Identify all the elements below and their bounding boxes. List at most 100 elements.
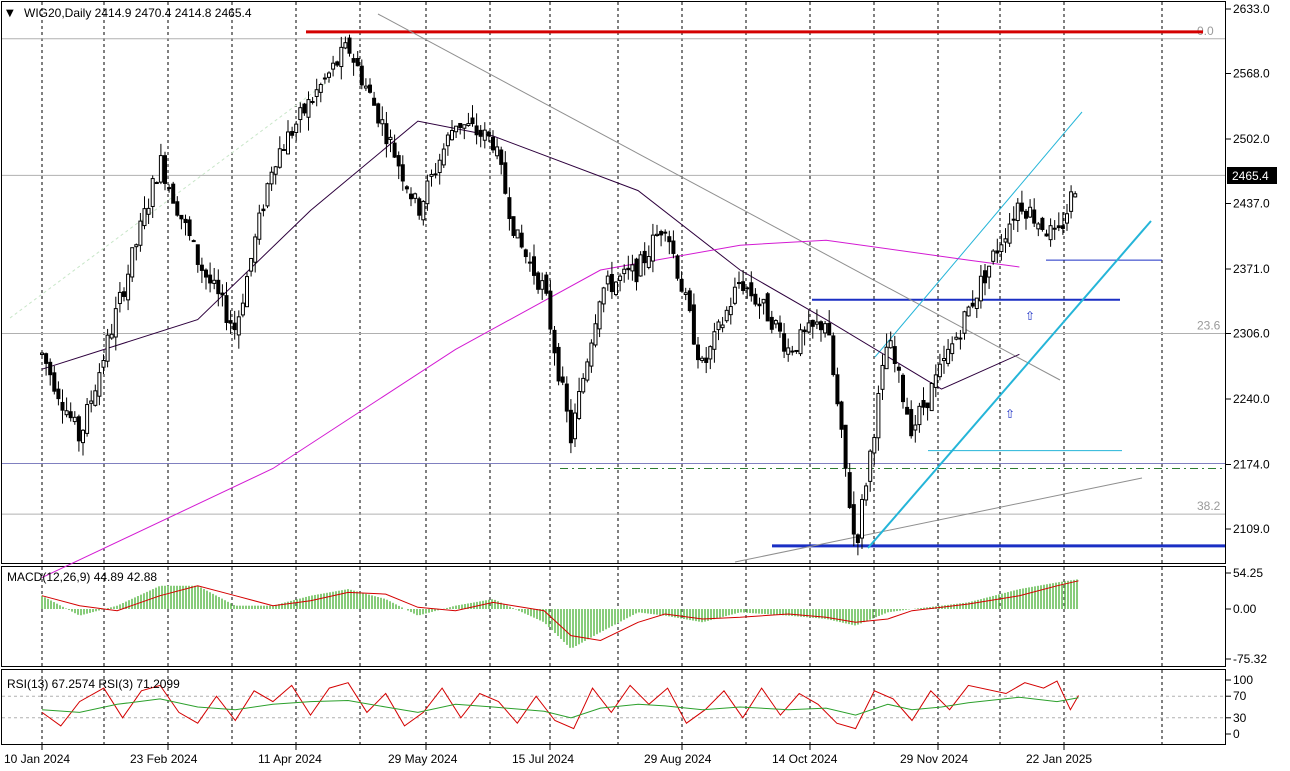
price-candle <box>925 402 930 421</box>
time-axis[interactable]: 10 Jan 2024 23 Feb 2024 11 Apr 2024 29 May … <box>4 744 1092 766</box>
price-candle <box>765 292 770 322</box>
price-candle <box>1069 185 1074 219</box>
price-axis[interactable]: 2633.0 2568.0 2502.0 2437.0 2371.0 2306.0 2240… <box>1226 2 1270 536</box>
candle-body <box>195 244 200 265</box>
candle-body <box>806 322 811 333</box>
candle-body <box>601 287 606 305</box>
price-candle <box>614 281 618 297</box>
y-tick-label: 2502.0 <box>1233 132 1270 146</box>
candle-body <box>1056 225 1061 229</box>
candle-body <box>655 233 659 236</box>
candle-body <box>130 247 135 278</box>
price-candle <box>503 151 508 195</box>
candle-body <box>540 280 545 290</box>
price-candle <box>618 273 623 292</box>
price-candle <box>138 212 143 252</box>
candle-body <box>396 155 401 167</box>
moving-averages-layer <box>41 120 1020 579</box>
price-candle <box>158 143 163 185</box>
price-candle <box>601 286 606 313</box>
price-candle <box>835 367 840 407</box>
candle-body <box>831 335 836 376</box>
price-candle <box>634 257 639 291</box>
candle-body <box>868 450 873 482</box>
price-candle <box>89 390 94 413</box>
price-candle <box>343 36 348 50</box>
candle-body <box>236 316 241 336</box>
price-candle <box>638 251 643 277</box>
candle-body <box>351 58 356 63</box>
channel-lower-line[interactable] <box>867 220 1152 549</box>
candle-body <box>339 46 344 68</box>
price-candle <box>314 78 319 107</box>
candle-body <box>208 274 213 284</box>
candle-body <box>64 410 69 416</box>
price-candle <box>1052 220 1057 240</box>
price-candle <box>905 397 910 415</box>
price-candle <box>204 268 208 290</box>
price-candle <box>52 365 57 395</box>
long-uptrend-line[interactable] <box>734 477 1143 563</box>
candle-body <box>659 231 664 236</box>
candle-body <box>946 348 951 364</box>
price-candle <box>724 306 729 323</box>
candle-body <box>409 193 413 200</box>
price-candle <box>573 403 577 447</box>
price-candle <box>81 429 85 456</box>
candle-body <box>499 149 504 165</box>
candle-body <box>204 269 208 278</box>
candle-body <box>921 399 926 408</box>
price-candle <box>667 230 672 255</box>
price-candle <box>437 153 442 185</box>
price-candle <box>105 328 110 368</box>
price-candle <box>609 261 614 299</box>
price-candle <box>679 271 684 292</box>
candle-body <box>290 131 295 136</box>
price-candle <box>884 333 889 370</box>
price-candle <box>819 320 823 342</box>
candle-body <box>458 122 463 129</box>
price-candle <box>864 482 869 506</box>
price-candle <box>126 264 131 311</box>
price-candle <box>101 354 106 375</box>
price-candle <box>113 296 118 351</box>
y-tick-label: -75.32 <box>1233 652 1267 666</box>
x-tick-label: 29 Nov 2024 <box>900 752 968 766</box>
price-candle <box>450 119 454 141</box>
candle-body <box>983 270 987 284</box>
candle-body <box>773 320 778 325</box>
price-candle <box>671 230 676 259</box>
candle-body <box>691 304 696 345</box>
price-candle <box>577 377 582 421</box>
candle-body <box>884 346 889 370</box>
candle-body <box>974 297 979 309</box>
channel-upper-line[interactable] <box>874 111 1083 358</box>
price-candle <box>568 399 573 454</box>
price-candle <box>622 264 627 283</box>
candle-body <box>839 401 844 430</box>
collapse-triangle-icon[interactable]: ▼ <box>6 8 14 19</box>
candle-body <box>683 292 688 296</box>
price-candle <box>1056 212 1061 232</box>
candle-body <box>700 357 705 361</box>
price-candle <box>855 533 860 556</box>
price-candle <box>519 224 524 249</box>
price-candle <box>60 389 65 424</box>
price-candle <box>277 136 282 169</box>
price-candle <box>946 339 951 367</box>
price-candle <box>523 248 528 264</box>
downtrend-line[interactable] <box>377 13 1061 381</box>
candle-body <box>618 275 623 281</box>
candle-body <box>60 401 65 411</box>
candle-body <box>855 534 860 544</box>
candle-body <box>769 316 774 330</box>
price-candle <box>626 255 631 280</box>
grid-layer <box>41 2 1163 744</box>
price-candle <box>195 244 200 273</box>
candle-body <box>335 61 340 66</box>
price-candle <box>40 351 44 358</box>
candle-body <box>544 274 549 294</box>
candle-body <box>167 187 172 190</box>
candle-body <box>150 178 155 207</box>
